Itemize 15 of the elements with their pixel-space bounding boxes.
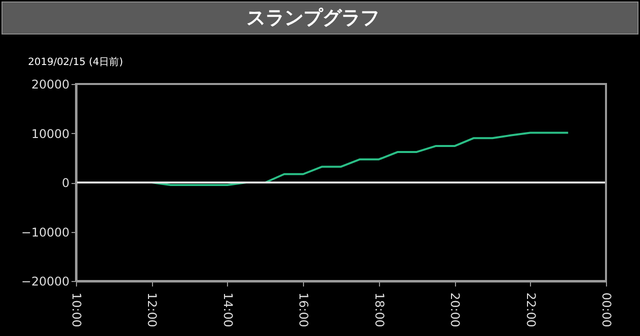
y-tick-label: 10000 <box>31 126 70 141</box>
chart-title: スランプグラフ <box>246 7 380 29</box>
x-tick-label: 20:00 <box>448 292 462 328</box>
y-tick-label: 20000 <box>31 78 70 92</box>
y-tick-label: −20000 <box>21 274 70 288</box>
y-tick-label: −10000 <box>21 225 70 240</box>
x-tick-label: 22:00 <box>524 292 538 328</box>
x-tick-label: 00:00 <box>600 292 614 328</box>
x-tick-label: 10:00 <box>70 292 84 328</box>
x-tick-label: 14:00 <box>220 292 235 328</box>
x-tick-label: 18:00 <box>372 292 386 328</box>
x-tick-label: 16:00 <box>296 292 311 328</box>
x-tick-label: 12:00 <box>145 292 160 328</box>
y-tick-label: 0 <box>62 176 70 190</box>
chart-subtitle: 2019/02/15 (4日前) <box>28 56 124 68</box>
